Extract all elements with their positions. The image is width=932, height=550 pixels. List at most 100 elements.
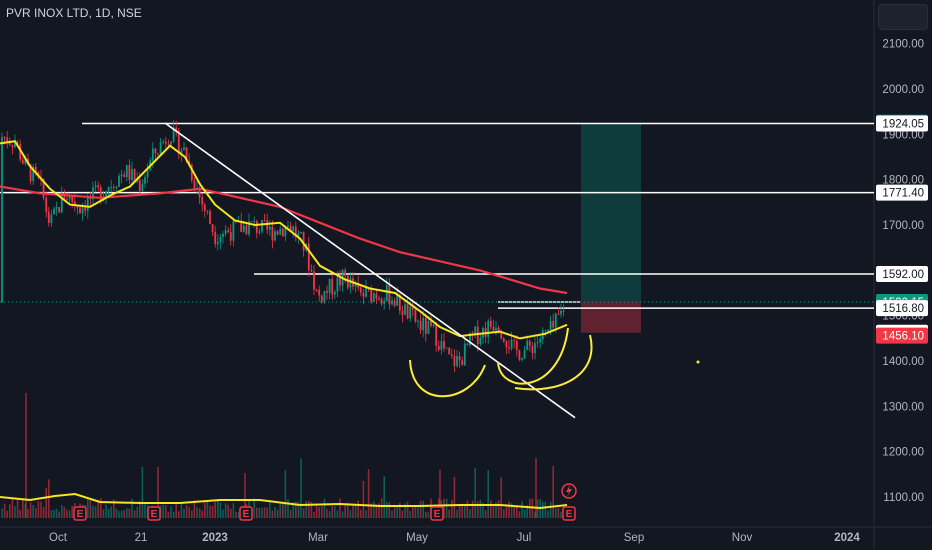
earnings-marker: E [239, 506, 253, 521]
candle-body [60, 193, 63, 213]
candle-body [162, 141, 165, 143]
y-tick-label: 1200.00 [882, 447, 924, 459]
candle-body [16, 142, 19, 145]
candle-body [68, 194, 71, 200]
volume-bar [427, 511, 430, 518]
position-loss-zone [581, 302, 641, 333]
volume-bar [3, 503, 6, 518]
volume-bar [274, 506, 276, 518]
volume-bar [464, 505, 466, 518]
candle-body [172, 127, 175, 142]
volume-bar [508, 501, 510, 518]
candle-body [131, 169, 133, 181]
candle-body [528, 340, 531, 346]
candle-body [219, 236, 222, 242]
volume-bar [66, 509, 68, 518]
volume-bar [341, 511, 344, 518]
volume-bar [14, 506, 16, 518]
y-tick-label: 1700.00 [882, 220, 924, 232]
candle-body [453, 355, 456, 366]
level-badge: 1516.80 [876, 300, 928, 317]
volume-bar [396, 506, 398, 518]
volume-bar [535, 458, 537, 518]
earnings-marker-label: E [151, 509, 158, 520]
candle-body [32, 166, 35, 182]
earnings-marker-box [147, 506, 161, 521]
volume-bar [354, 504, 357, 518]
candle-body [318, 289, 321, 296]
candle-body [21, 159, 24, 164]
chart-settings-button[interactable] [878, 4, 928, 30]
earnings-marker-label: E [434, 509, 441, 520]
candle-body [107, 187, 110, 192]
volume-bar [162, 504, 164, 518]
candle-body [414, 309, 417, 322]
candle-body [518, 350, 521, 360]
level-badge-label: 1516.80 [882, 303, 924, 315]
volume-bar [131, 498, 133, 518]
candle-body [487, 320, 490, 337]
level-badge-box [876, 300, 928, 317]
candle-body [279, 228, 282, 235]
candle-body [94, 185, 97, 188]
candle-body [92, 187, 94, 200]
volume-bar [466, 500, 469, 518]
candle-body [289, 225, 292, 232]
level-badge: 1592.00 [876, 265, 928, 282]
volume-bar [266, 507, 268, 518]
volume-bar [94, 506, 97, 518]
volume-bar [375, 504, 378, 518]
volume-bar [6, 510, 8, 518]
volume-bar [378, 503, 380, 518]
volume-bar [61, 505, 63, 518]
level-badge-box [876, 115, 928, 132]
candle-body [505, 341, 508, 348]
volume-bar [412, 506, 414, 518]
candle-body [547, 329, 549, 331]
volume-bar [305, 500, 307, 518]
candle-body [450, 354, 453, 356]
candle-body [203, 204, 206, 212]
candle-body [45, 197, 48, 212]
candle-body [344, 270, 347, 276]
candle-body [339, 277, 341, 286]
volume-bars [1, 393, 565, 518]
volume-bar [105, 504, 107, 518]
volume-bar [349, 510, 352, 518]
candle-body [544, 330, 547, 332]
candle-body [42, 178, 45, 198]
y-tick-label: 1100.00 [883, 492, 924, 504]
volume-bar [224, 503, 227, 518]
candle-body [216, 241, 219, 244]
candle-body [463, 343, 466, 366]
candle-body [50, 214, 53, 223]
candle-body [120, 174, 123, 176]
volume-bar [50, 510, 53, 518]
candle-body [157, 153, 159, 155]
level-badge-label: 1924.05 [882, 118, 924, 130]
volume-bar [172, 511, 175, 518]
earnings-marker: E [73, 506, 87, 521]
candle-body [310, 270, 313, 272]
volume-bar [487, 470, 489, 518]
volume-bar [510, 502, 513, 518]
volume-bar [183, 508, 185, 518]
candle-body [185, 147, 188, 161]
candle-body [346, 275, 349, 288]
x-tick-label: Oct [49, 532, 68, 544]
candle-body [214, 231, 217, 244]
candle-body [391, 300, 393, 305]
candle-body [411, 306, 414, 310]
candle-body [14, 142, 16, 147]
candle-body [508, 347, 510, 349]
candle-body [375, 293, 378, 299]
candle-body [250, 221, 253, 223]
candle-body [86, 197, 89, 211]
volume-bar [102, 509, 105, 518]
volume-bar [230, 508, 232, 518]
volume-bar [87, 499, 89, 518]
head-drawing [497, 327, 569, 385]
candle-body [79, 207, 81, 214]
volume-bar [439, 470, 441, 518]
